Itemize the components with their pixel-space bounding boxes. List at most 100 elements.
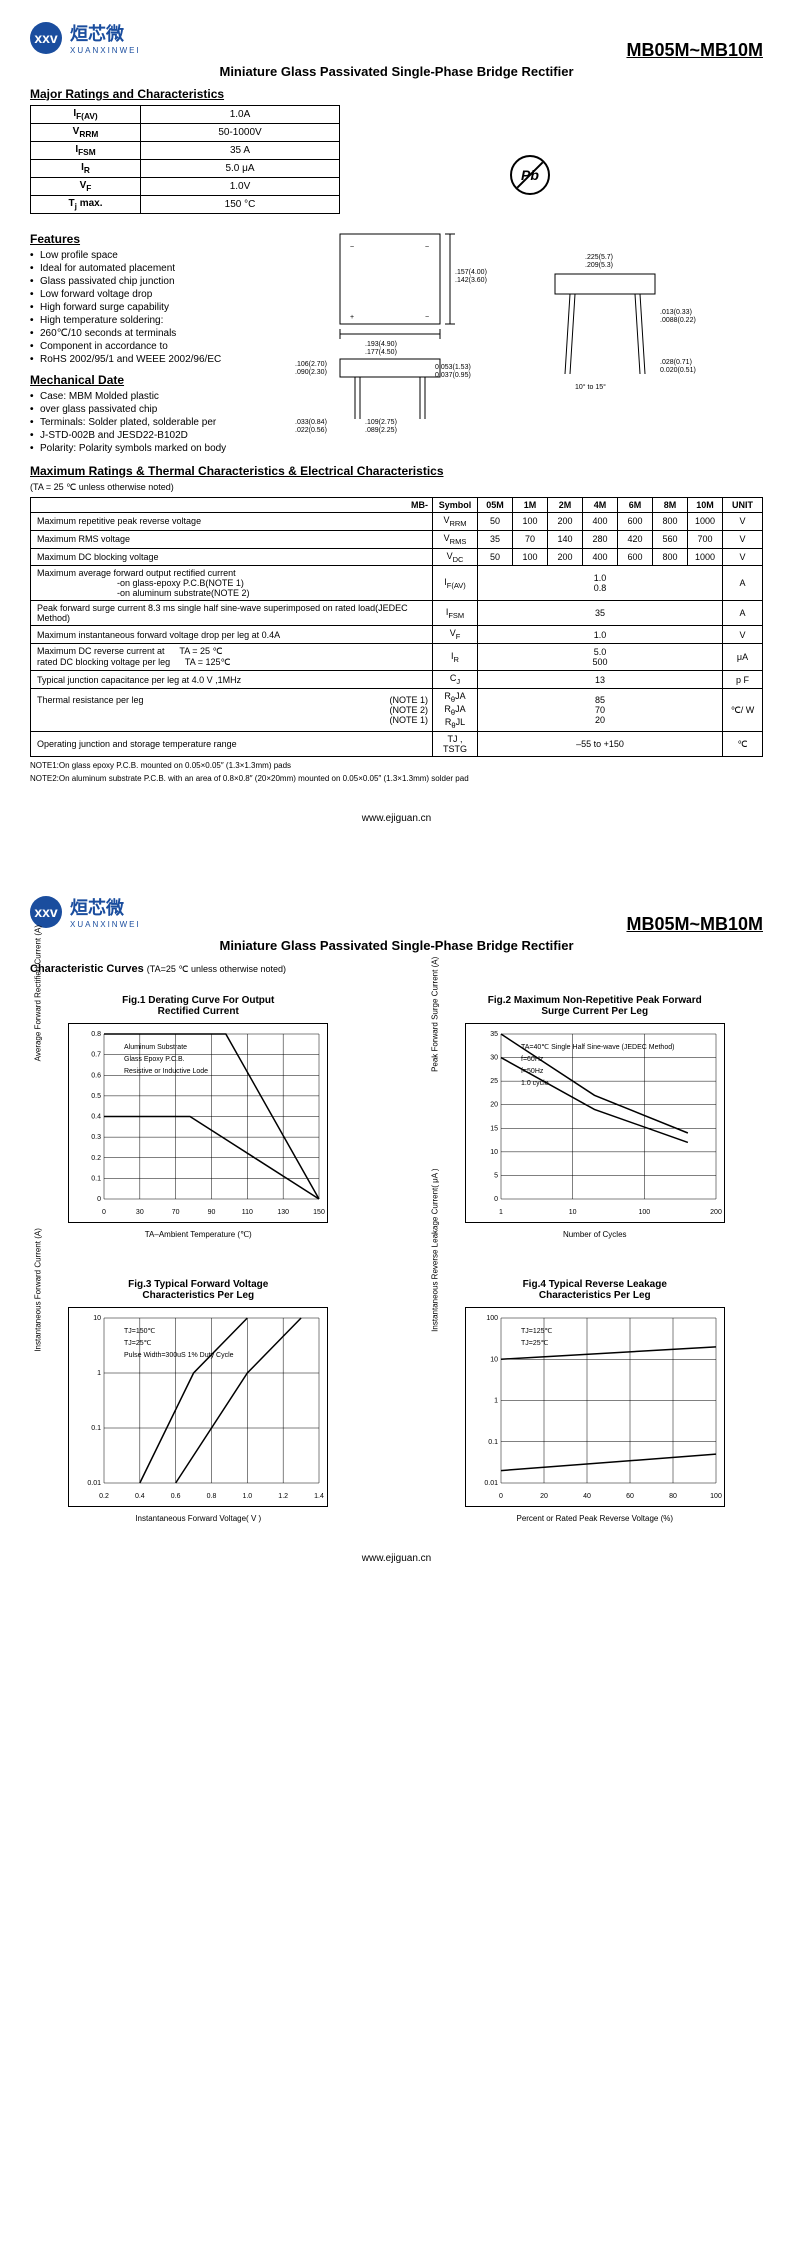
svg-text:0.8: 0.8 — [207, 1493, 217, 1500]
svg-text:TJ=25℃: TJ=25℃ — [521, 1340, 549, 1347]
svg-text:0.2: 0.2 — [99, 1493, 109, 1500]
svg-text:200: 200 — [710, 1209, 722, 1216]
feature-item: Component in accordance to — [30, 341, 270, 352]
svg-text:1.4: 1.4 — [314, 1493, 324, 1500]
feature-item: Low forward voltage drop — [30, 289, 270, 300]
svg-text:10: 10 — [490, 1149, 498, 1156]
svg-text:~: ~ — [425, 244, 429, 251]
svg-text:0: 0 — [499, 1493, 503, 1500]
package-front-diagram: ~~ +− .157(4.00).142(3.60) .193(4.90).17… — [290, 224, 510, 434]
svg-text:10° to 15°: 10° to 15° — [575, 383, 606, 391]
curves-title: Characteristic Curves (TA=25 ℃ unless ot… — [30, 963, 763, 975]
svg-text:Aluminum Substrate: Aluminum Substrate — [124, 1044, 187, 1051]
svg-text:.177(4.50): .177(4.50) — [365, 349, 397, 356]
svg-text:.028(0.71): .028(0.71) — [660, 359, 692, 366]
svg-text:10: 10 — [490, 1357, 498, 1364]
svg-text:30: 30 — [136, 1209, 144, 1216]
svg-text:0.6: 0.6 — [171, 1493, 181, 1500]
svg-text:0.037(0.95): 0.037(0.95) — [435, 372, 471, 379]
feature-item: High temperature soldering: — [30, 315, 270, 326]
svg-text:.022(0.56): .022(0.56) — [295, 427, 327, 434]
svg-text:1: 1 — [97, 1370, 101, 1377]
major-ratings-title: Major Ratings and Characteristics — [30, 87, 763, 101]
svg-text:60: 60 — [626, 1493, 634, 1500]
svg-text:0.2: 0.2 — [92, 1155, 102, 1162]
feature-item: Low profile space — [30, 250, 270, 261]
svg-text:0.1: 0.1 — [488, 1439, 498, 1446]
svg-text:1: 1 — [494, 1398, 498, 1405]
col-param: MB- — [31, 498, 433, 513]
svg-text:.142(3.60): .142(3.60) — [455, 277, 487, 284]
logo-icon: xxv — [30, 896, 62, 928]
pb-free-icon: Pb — [510, 155, 550, 195]
svg-text:150: 150 — [313, 1209, 325, 1216]
svg-text:0.01: 0.01 — [88, 1480, 102, 1487]
svg-text:1.0 cycle: 1.0 cycle — [521, 1080, 549, 1087]
svg-text:Glass Epoxy P.C.B.: Glass Epoxy P.C.B. — [124, 1056, 185, 1063]
svg-text:TA=40℃ Single Half Sine-wave (: TA=40℃ Single Half Sine-wave (JEDEC Meth… — [521, 1044, 674, 1051]
svg-text:100: 100 — [710, 1493, 722, 1500]
svg-text:0.8: 0.8 — [92, 1031, 102, 1038]
subtitle: Miniature Glass Passivated Single-Phase … — [30, 64, 763, 79]
svg-text:0.1: 0.1 — [92, 1176, 102, 1183]
svg-text:.109(2.75): .109(2.75) — [365, 419, 397, 426]
chart-3: Fig.3 Typical Forward Voltage Characteri… — [30, 1279, 367, 1523]
note-2: NOTE2:On aluminum substrate P.C.B. with … — [30, 774, 763, 783]
svg-text:.089(2.25): .089(2.25) — [365, 427, 397, 434]
mechanical-list: Case: MBM Molded plasticover glass passi… — [30, 391, 270, 454]
svg-text:30: 30 — [490, 1055, 498, 1062]
package-diagrams: ~~ +− .157(4.00).142(3.60) .193(4.90).17… — [290, 224, 763, 456]
svg-text:40: 40 — [583, 1493, 591, 1500]
footer-url: www.ejiguan.cn — [30, 813, 763, 824]
svg-text:20: 20 — [490, 1102, 498, 1109]
svg-text:1.2: 1.2 — [279, 1493, 289, 1500]
svg-text:.209(5.3): .209(5.3) — [585, 262, 613, 269]
feature-item: 260℃/10 seconds at terminals — [30, 328, 270, 339]
svg-text:~: ~ — [350, 244, 354, 251]
svg-text:20: 20 — [540, 1493, 548, 1500]
svg-text:0.4: 0.4 — [135, 1493, 145, 1500]
note-1: NOTE1:On glass epoxy P.C.B. mounted on 0… — [30, 761, 763, 770]
svg-text:f=60Hz: f=60Hz — [521, 1056, 544, 1063]
feature-item: Glass passivated chip junction — [30, 276, 270, 287]
svg-text:0: 0 — [102, 1209, 106, 1216]
svg-text:0.5: 0.5 — [92, 1093, 102, 1100]
footer-url-2: www.ejiguan.cn — [30, 1553, 763, 1564]
mech-item: over glass passivated chip — [30, 404, 270, 415]
svg-text:10: 10 — [93, 1315, 101, 1322]
max-ratings-title: Maximum Ratings & Thermal Characteristic… — [30, 464, 763, 478]
svg-text:.225(5.7): .225(5.7) — [585, 254, 613, 261]
svg-text:90: 90 — [208, 1209, 216, 1216]
svg-text:0.020(0.51): 0.020(0.51) — [660, 367, 696, 374]
mech-item: J-STD-002B and JESD22-B102D — [30, 430, 270, 441]
svg-text:10: 10 — [569, 1209, 577, 1216]
svg-text:80: 80 — [669, 1493, 677, 1500]
logo-cn: 烜芯微 — [70, 20, 141, 46]
subtitle-2: Miniature Glass Passivated Single-Phase … — [30, 938, 763, 953]
svg-text:−: − — [425, 314, 429, 321]
svg-text:.157(4.00): .157(4.00) — [455, 269, 487, 276]
svg-text:0.01: 0.01 — [484, 1480, 498, 1487]
svg-text:1: 1 — [499, 1209, 503, 1216]
svg-text:0.4: 0.4 — [92, 1114, 102, 1121]
svg-text:5: 5 — [494, 1173, 498, 1180]
max-ratings-note: (TA = 25 ℃ unless otherwise noted) — [30, 482, 763, 493]
svg-text:TJ=125℃: TJ=125℃ — [521, 1328, 553, 1335]
svg-text:110: 110 — [242, 1209, 253, 1216]
logo-icon: xxv — [30, 22, 62, 54]
svg-text:f=50Hz: f=50Hz — [521, 1068, 544, 1075]
svg-text:0.053(1.53): 0.053(1.53) — [435, 364, 471, 371]
svg-text:.0088(0.22): .0088(0.22) — [660, 317, 696, 324]
charts-grid: Fig.1 Derating Curve For Output Rectifie… — [30, 995, 763, 1523]
svg-text:0.6: 0.6 — [92, 1073, 102, 1080]
features-list: Low profile spaceIdeal for automated pla… — [30, 250, 270, 365]
svg-text:130: 130 — [278, 1209, 290, 1216]
page-2: xxv 烜芯微 XUANXINWEI MB05M~MB10M Miniature… — [0, 874, 793, 1614]
chart-4: Fig.4 Typical Reverse Leakage Characteri… — [427, 1279, 764, 1523]
col-symbol: Symbol — [433, 498, 478, 513]
svg-text:.033(0.84): .033(0.84) — [295, 419, 327, 426]
svg-text:Resistive or Inductive Lode: Resistive or Inductive Lode — [124, 1068, 208, 1075]
ratings-table: IF(AV)1.0AVRRM50-1000VIFSM35 AIR5.0 μAVF… — [30, 105, 340, 214]
logo-en: XUANXINWEI — [70, 46, 141, 55]
page-1: xxv 烜芯微 XUANXINWEI MB05M~MB10M Miniature… — [0, 0, 793, 874]
